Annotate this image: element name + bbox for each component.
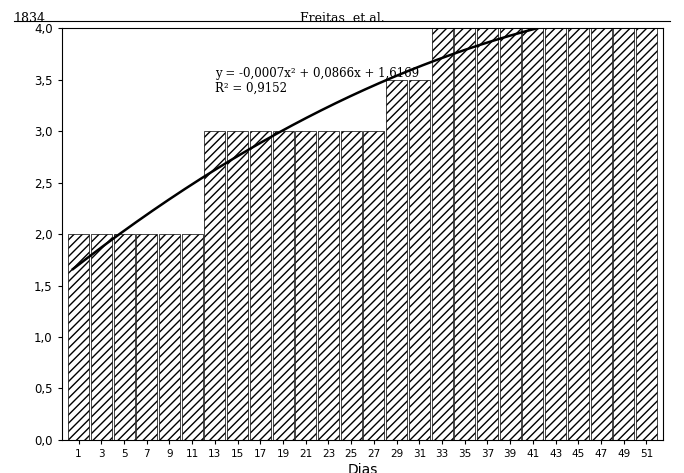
Bar [318, 131, 339, 440]
Bar [363, 131, 384, 440]
Bar [590, 28, 611, 440]
Bar [205, 131, 226, 440]
Bar [68, 234, 89, 440]
Bar [523, 28, 543, 440]
Bar [545, 28, 566, 440]
Text: Freitas  et al.: Freitas et al. [300, 12, 384, 25]
Bar [568, 28, 589, 440]
Bar [636, 28, 657, 440]
Bar [182, 234, 202, 440]
Bar [159, 234, 180, 440]
Bar [432, 28, 453, 440]
Bar [614, 28, 634, 440]
Bar [409, 80, 430, 440]
Bar [114, 234, 135, 440]
Bar [499, 28, 521, 440]
Bar [341, 131, 362, 440]
Text: 1834: 1834 [14, 12, 46, 25]
Bar [272, 131, 293, 440]
Bar [454, 28, 475, 440]
Bar [295, 131, 316, 440]
Bar [136, 234, 157, 440]
Bar [477, 28, 498, 440]
Bar [91, 234, 111, 440]
Bar [227, 131, 248, 440]
X-axis label: Dias: Dias [347, 463, 378, 473]
Text: y = -0,0007x² + 0,0866x + 1,6169
R² = 0,9152: y = -0,0007x² + 0,0866x + 1,6169 R² = 0,… [215, 67, 419, 95]
Bar [386, 80, 407, 440]
Bar [250, 131, 271, 440]
